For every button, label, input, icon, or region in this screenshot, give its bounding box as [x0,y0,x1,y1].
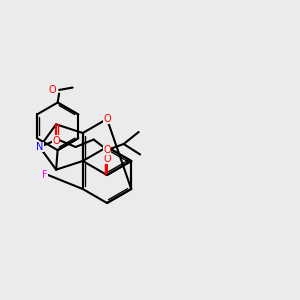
Text: O: O [52,136,60,146]
Text: F: F [42,170,48,180]
Text: O: O [103,114,111,124]
Text: O: O [49,85,56,95]
Text: N: N [36,142,44,152]
Text: O: O [103,145,111,155]
Text: O: O [103,154,111,164]
